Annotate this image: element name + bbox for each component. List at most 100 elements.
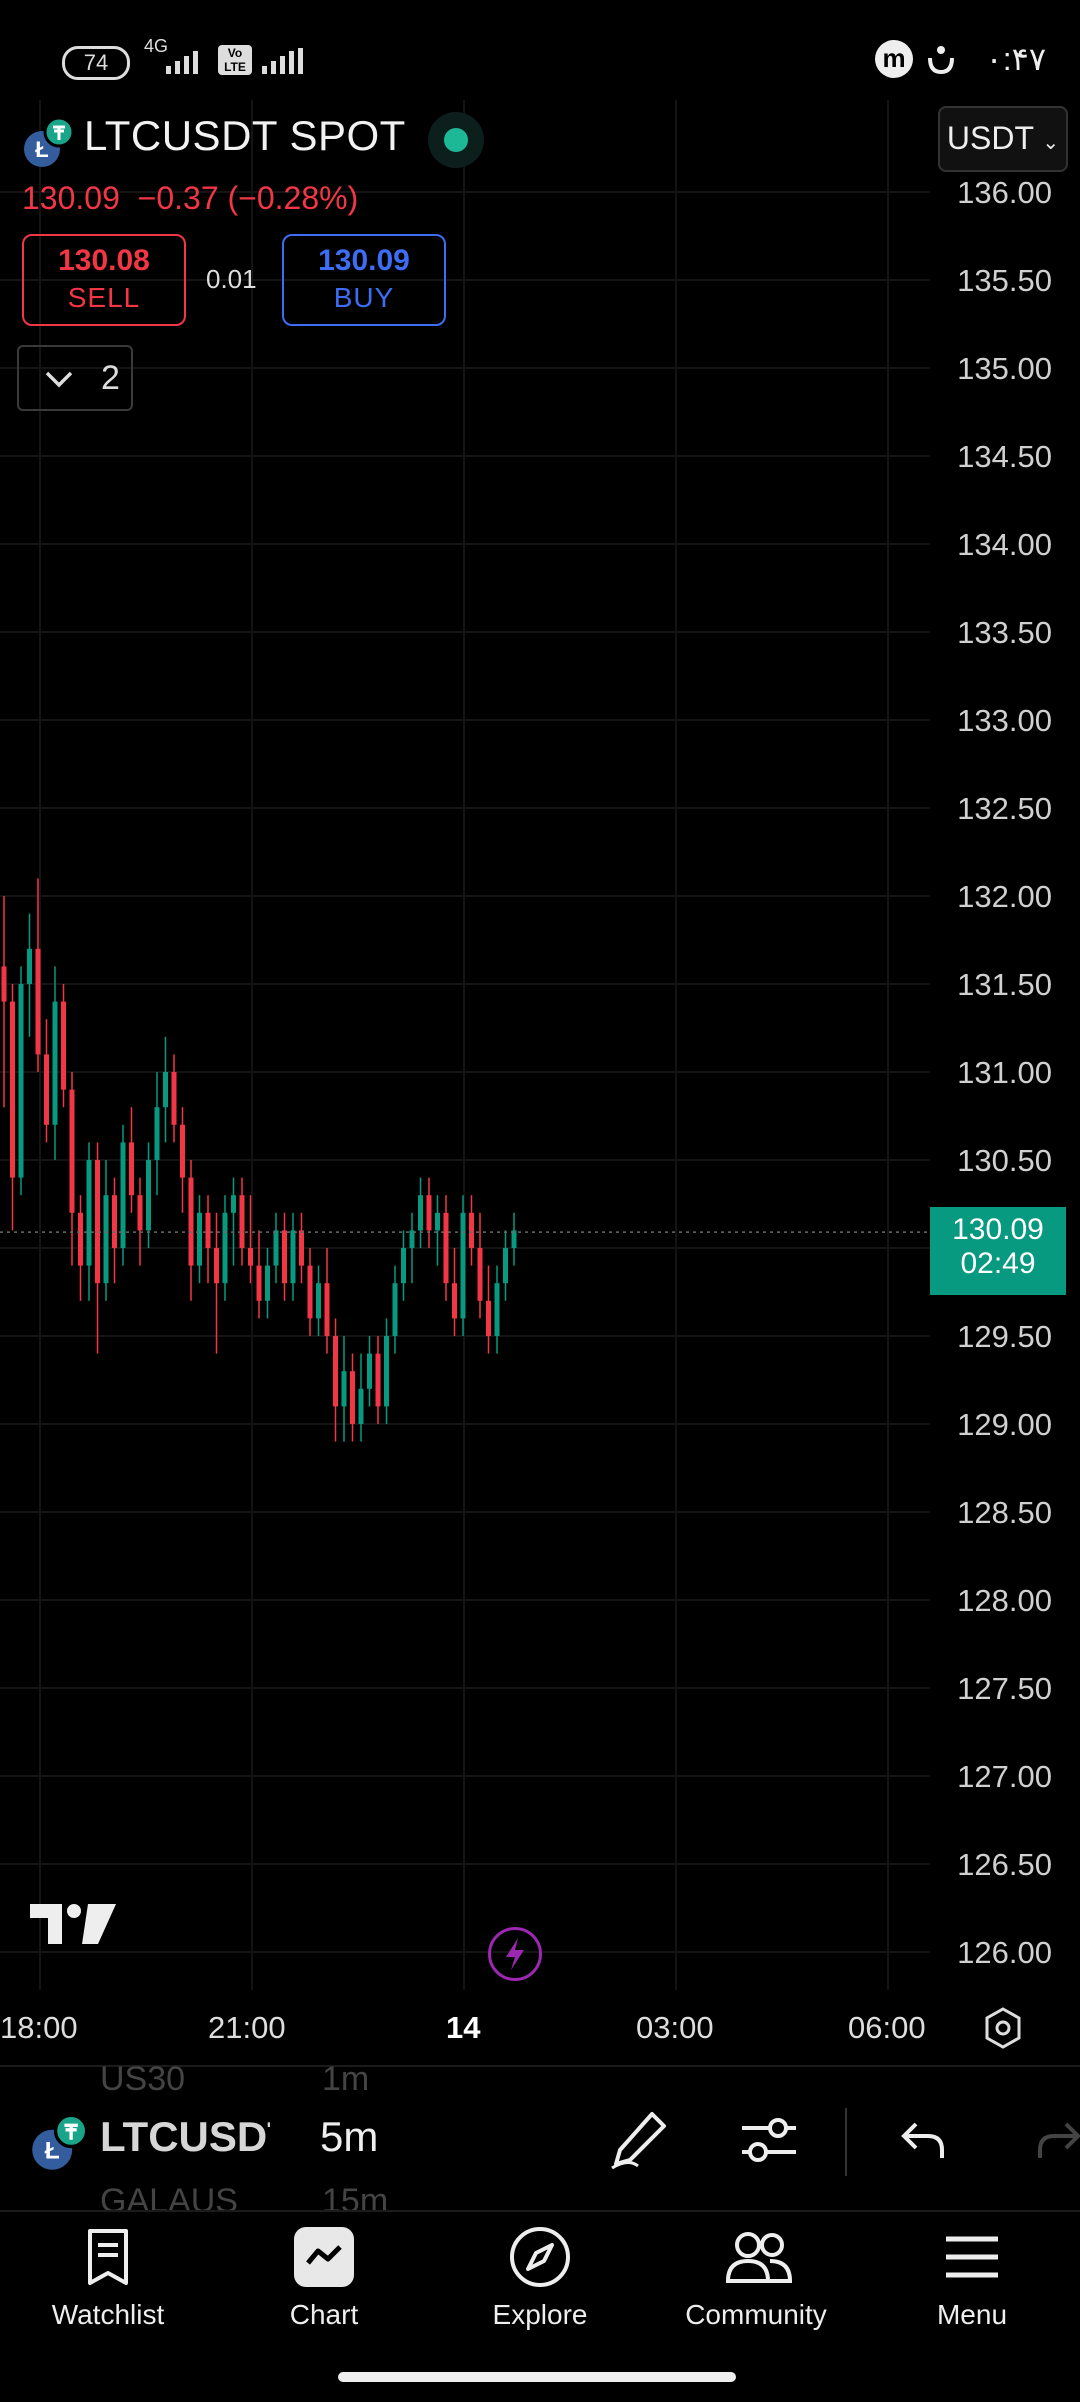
candle-body — [375, 1353, 381, 1407]
candle-body — [307, 1265, 313, 1319]
candle-body — [27, 948, 32, 984]
candle-body — [265, 1265, 270, 1301]
candle-body — [163, 1072, 168, 1108]
price-axis-label: 135.50 — [957, 263, 1052, 298]
symbol-selector[interactable]: LTCUSDT — [100, 2113, 270, 2160]
price-change: −0.37 (−0.28%) — [137, 180, 359, 216]
price-axis-label: 127.50 — [957, 1671, 1052, 1706]
candle-body — [231, 1195, 236, 1213]
candle-body — [146, 1160, 151, 1231]
chevron-down-icon — [45, 371, 73, 388]
candle-body — [299, 1230, 304, 1266]
candle-body — [426, 1195, 432, 1231]
indicator-count: 2 — [101, 359, 120, 397]
currency-selector[interactable]: USDT ⌄ — [938, 106, 1068, 172]
candle-body — [401, 1248, 406, 1284]
candle-body — [494, 1283, 500, 1336]
candle-body — [205, 1212, 211, 1248]
candle-body — [112, 1195, 117, 1248]
candle-body — [10, 1001, 15, 1178]
price-axis-label: 128.00 — [957, 1583, 1052, 1618]
buy-button[interactable]: 130.09 BUY — [282, 234, 446, 326]
ltc-logo-icon[interactable]: Ł — [22, 115, 76, 169]
community-icon — [724, 2225, 793, 2289]
menu-icon — [940, 2225, 1004, 2289]
candle-body — [239, 1195, 245, 1248]
candle-body — [384, 1336, 389, 1407]
candle-body — [188, 1177, 194, 1266]
time-axis-label: 14 — [446, 2010, 481, 2045]
svg-text:Ł: Ł — [45, 2138, 60, 2165]
toolbar-divider — [845, 2108, 847, 2176]
price-axis-label: 136.00 — [957, 175, 1052, 210]
alarm-icon — [926, 42, 956, 81]
candle-body — [197, 1212, 202, 1266]
price-axis-label: 128.50 — [957, 1495, 1052, 1530]
tradingview-logo-icon[interactable] — [30, 1902, 118, 1951]
nav-explore-label: Explore — [492, 2299, 588, 2330]
bar-countdown: 02:49 — [960, 1247, 1036, 1280]
candle-body — [52, 1001, 58, 1125]
candle-body — [452, 1283, 457, 1319]
status-bar: 74 4G Vo LTE m ۰:۴۷ — [0, 0, 1080, 110]
candle-body — [61, 1001, 66, 1090]
drawing-tools-icon[interactable] — [608, 2108, 670, 2175]
current-price-tag: 130.09 02:49 — [930, 1207, 1066, 1295]
ghost-symbol-below: GALAUS — [100, 2182, 238, 2210]
candle-body — [282, 1230, 287, 1284]
home-indicator[interactable] — [338, 2372, 736, 2382]
bottom-navigation — [0, 2210, 1080, 2402]
price-axis-label: 134.50 — [957, 439, 1052, 474]
sell-button[interactable]: 130.08 SELL — [22, 234, 186, 326]
nav-chart[interactable]: Chart — [224, 2225, 424, 2331]
signal-icon — [166, 48, 198, 74]
buy-label: BUY — [333, 282, 395, 313]
candle-body — [86, 1160, 92, 1266]
ghost-interval-below: 15m — [322, 2182, 389, 2210]
candle-body — [324, 1283, 330, 1336]
nav-community[interactable]: Community — [656, 2225, 856, 2331]
candle-body — [69, 1089, 75, 1213]
candle-body — [18, 984, 24, 1178]
symbol-title[interactable]: LTCUSDT SPOT — [84, 112, 406, 159]
nav-explore[interactable]: Explore — [440, 2225, 640, 2331]
nav-menu-label: Menu — [936, 2299, 1008, 2330]
candle-body — [290, 1230, 296, 1284]
chart-settings-icon[interactable] — [980, 2005, 1026, 2056]
nav-menu[interactable]: Menu — [872, 2225, 1072, 2331]
price-axis-label: 135.00 — [957, 351, 1052, 386]
candle-body — [418, 1195, 423, 1231]
interval-selector[interactable]: 5m — [320, 2113, 379, 2160]
status-clock: ۰:۴۷ — [985, 41, 1046, 77]
time-axis-label: 06:00 — [848, 2010, 926, 2045]
candle-body — [1, 966, 7, 1002]
price-axis-label: 131.50 — [957, 967, 1052, 1002]
nav-watchlist[interactable]: Watchlist — [8, 2225, 208, 2331]
candle-body — [503, 1248, 508, 1284]
price-axis-label: 130.50 — [957, 1143, 1052, 1178]
price-chart[interactable]: 136.00 135.50 135.00 134.50 134.00 133.50 133.… — [0, 100, 1080, 2060]
candle-body — [222, 1212, 228, 1284]
last-price: 130.09 — [22, 180, 120, 216]
ltc-logo-icon[interactable]: Ł — [30, 2112, 90, 2172]
candle-body — [477, 1248, 483, 1301]
price-axis-label: 129.50 — [957, 1319, 1052, 1354]
indicators-collapse-button[interactable]: 2 — [17, 345, 133, 411]
candle-body — [469, 1212, 474, 1248]
candle-body — [35, 948, 41, 1055]
volte-icon: Vo LTE — [218, 45, 252, 75]
candle-body — [180, 1124, 185, 1178]
candle-body — [341, 1371, 347, 1407]
undo-icon[interactable] — [898, 2116, 948, 2171]
svg-text:Ł: Ł — [35, 137, 48, 162]
indicators-settings-icon[interactable] — [738, 2112, 800, 2173]
market-status-icon[interactable] — [428, 112, 484, 168]
candle-body — [443, 1212, 449, 1284]
candle-body — [409, 1230, 415, 1248]
candle-body — [120, 1142, 126, 1248]
lightning-icon[interactable] — [488, 1927, 542, 1981]
price-axis-label: 129.00 — [957, 1407, 1052, 1442]
redo-icon[interactable] — [1034, 2116, 1080, 2171]
sell-label: SELL — [67, 282, 141, 313]
candle-body — [273, 1230, 279, 1266]
